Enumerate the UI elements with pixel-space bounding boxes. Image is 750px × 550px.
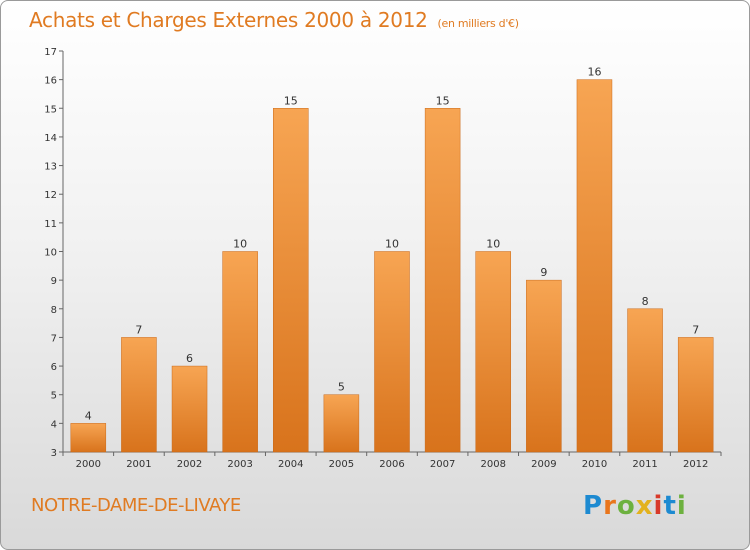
chart-unit: (en milliers d'€) bbox=[437, 17, 519, 30]
x-tick-label: 2000 bbox=[76, 459, 101, 470]
proxiti-logo: Proxiti bbox=[583, 491, 687, 521]
y-tick-label: 17 bbox=[44, 47, 57, 58]
y-tick-label: 6 bbox=[51, 362, 57, 373]
data-label: 16 bbox=[587, 66, 601, 79]
bar bbox=[424, 108, 461, 453]
x-tick-label: 2001 bbox=[126, 459, 151, 470]
y-tick-label: 13 bbox=[44, 162, 57, 173]
labels: 4 2000 7 2001 6 2002 10 2003 15 2004 5 2005 10 2006 15… bbox=[76, 66, 709, 470]
bars bbox=[70, 79, 714, 453]
data-label: 10 bbox=[233, 238, 247, 251]
bar bbox=[677, 337, 714, 453]
data-label: 10 bbox=[385, 238, 399, 251]
data-label: 5 bbox=[338, 381, 345, 394]
bar bbox=[576, 79, 613, 453]
place-name: NOTRE-DAME-DE-LIVAYE bbox=[31, 495, 241, 516]
x-tick-label: 2010 bbox=[582, 459, 607, 470]
y-tick-label: 11 bbox=[44, 219, 57, 230]
bar bbox=[627, 308, 663, 453]
x-tick-label: 2007 bbox=[430, 459, 455, 470]
y-tick-label: 14 bbox=[44, 133, 57, 144]
y-tick-label: 9 bbox=[51, 276, 57, 287]
x-tick-label: 2008 bbox=[481, 459, 506, 470]
y-tick-label: 5 bbox=[51, 391, 57, 402]
x-tick-label: 2011 bbox=[632, 459, 657, 470]
chart-title: Achats et Charges Externes 2000 à 2012 (e… bbox=[29, 8, 519, 32]
x-tick-label: 2002 bbox=[177, 459, 202, 470]
bar bbox=[171, 365, 208, 453]
x-tick-label: 2003 bbox=[227, 459, 252, 470]
data-label: 4 bbox=[85, 409, 92, 422]
y-tick-label: 4 bbox=[51, 419, 57, 430]
data-label: 10 bbox=[486, 238, 500, 251]
bar bbox=[323, 394, 360, 453]
bar bbox=[222, 251, 258, 453]
bar bbox=[475, 251, 511, 453]
x-tick-label: 2009 bbox=[531, 459, 556, 470]
data-label: 9 bbox=[540, 266, 547, 279]
y-tick-label: 3 bbox=[51, 448, 57, 459]
x-tick-label: 2004 bbox=[278, 459, 303, 470]
data-label: 7 bbox=[692, 323, 699, 336]
y-tick-label: 10 bbox=[44, 248, 57, 259]
x-tick-label: 2012 bbox=[683, 459, 708, 470]
y-tick-label: 7 bbox=[51, 333, 57, 344]
data-label: 6 bbox=[186, 352, 193, 365]
x-tick-label: 2006 bbox=[379, 459, 404, 470]
data-label: 15 bbox=[284, 94, 298, 107]
bar bbox=[374, 251, 410, 453]
bar bbox=[70, 423, 107, 453]
bar bbox=[121, 337, 157, 453]
data-label: 15 bbox=[436, 94, 450, 107]
x-tick-label: 2005 bbox=[329, 459, 354, 470]
data-label: 7 bbox=[135, 323, 142, 336]
y-tick-label: 8 bbox=[51, 305, 57, 316]
bar bbox=[273, 108, 309, 453]
data-label: 8 bbox=[642, 295, 649, 308]
y-tick-label: 12 bbox=[44, 190, 57, 201]
bar bbox=[526, 279, 562, 453]
y-tick-label: 16 bbox=[44, 76, 57, 87]
y-tick-label: 15 bbox=[44, 104, 57, 115]
